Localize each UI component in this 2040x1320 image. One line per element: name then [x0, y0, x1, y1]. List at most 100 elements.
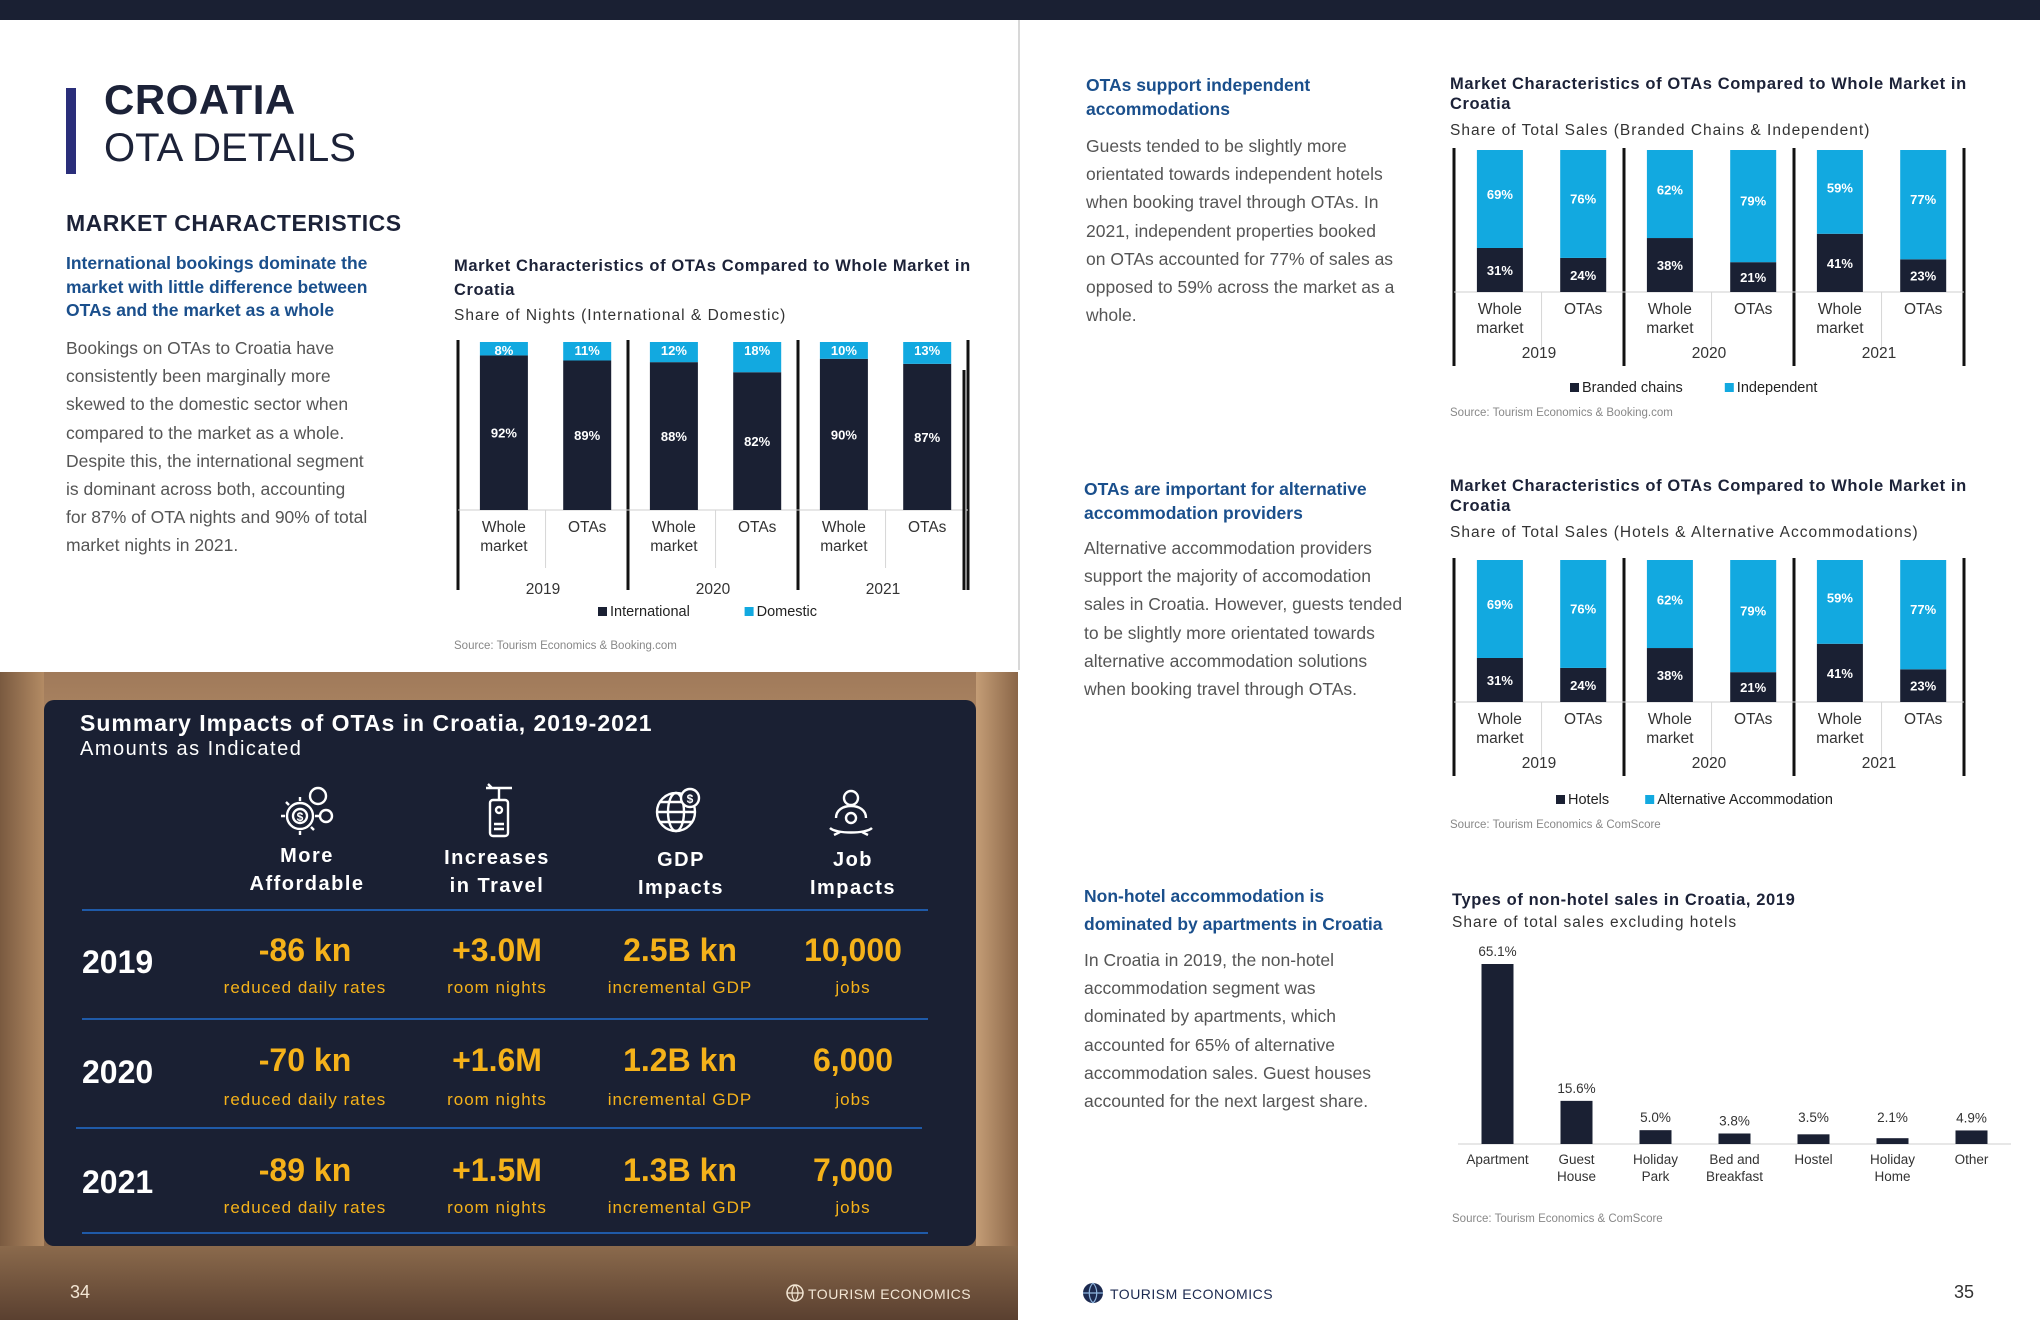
bar-segment — [563, 360, 612, 510]
group-label: 2019 — [1522, 755, 1556, 772]
category-label: Whole — [652, 519, 696, 536]
summary-label: room nights — [447, 1090, 547, 1109]
chart2: 31% 69% Whole market 24% 76% OTAs 38% 62% Whole ma… — [1444, 144, 1984, 409]
bar-segment — [1560, 150, 1607, 258]
category-label: OTAs — [1564, 711, 1603, 728]
summary-label: incremental GDP — [607, 1090, 753, 1109]
bar-segment — [1900, 669, 1947, 702]
data-label: 90% — [831, 427, 857, 442]
data-label: 82% — [744, 434, 770, 449]
svg-text:$: $ — [687, 792, 694, 806]
bar — [1955, 1130, 1988, 1144]
bar-segment — [1900, 560, 1947, 670]
bar-segment — [1900, 259, 1947, 292]
data-label: 69% — [1487, 187, 1513, 202]
chart3-source: Source: Tourism Economics & ComScore — [1450, 819, 1661, 831]
chart2-svg: 31% 69% Whole market 24% 76% OTAs 38% 62% Whole ma… — [1452, 148, 1966, 396]
section-heading: MARKET CHARACTERISTICS — [66, 210, 402, 236]
bar-segment — [563, 342, 612, 361]
section3-lead: Non-hotel accommodation is dominated by a… — [1084, 886, 1383, 934]
bar-segment — [1646, 560, 1693, 649]
data-label: 77% — [1910, 602, 1936, 617]
globe-dollar-icon: $ — [654, 786, 702, 834]
logo-globe-icon — [1082, 1282, 1104, 1304]
travel-tag-icon — [478, 782, 520, 840]
section1-body: Guests tended to be slightly more orienta… — [1086, 136, 1395, 326]
bar — [1560, 1100, 1593, 1144]
data-label: 88% — [661, 429, 687, 444]
summary-rule — [82, 1232, 928, 1234]
category-label: OTAs — [1734, 711, 1773, 728]
summary-value: -86 kn — [258, 932, 352, 968]
summary-rule — [82, 909, 928, 911]
category-label: market — [1816, 730, 1864, 747]
data-label: 23% — [1910, 269, 1936, 284]
summary-label: reduced daily rates — [223, 978, 387, 997]
data-label: 77% — [1910, 192, 1936, 207]
summary-label: room nights — [447, 978, 547, 997]
legend-swatch — [1570, 383, 1579, 392]
legend-swatch — [1556, 795, 1565, 804]
page-divider — [1018, 20, 1020, 670]
summary-col-affordable: More Affordable — [249, 845, 365, 895]
category-label: OTAs — [1734, 301, 1773, 318]
photo-wall-right — [976, 672, 1018, 1320]
bar-segment — [1816, 150, 1863, 234]
section1-lead: OTAs support independent accommodations — [1086, 75, 1311, 119]
logo-globe-icon — [786, 1284, 804, 1302]
category-label: Home — [1874, 1169, 1910, 1184]
category-label: market — [820, 538, 868, 555]
data-label: 18% — [744, 343, 770, 358]
chart3-svg: 31% 69% Whole market 24% 76% OTAs 38% 62% Whole ma… — [1452, 558, 1966, 808]
bar — [1797, 1134, 1830, 1144]
category-label: Whole — [1648, 301, 1692, 318]
summary-label: jobs — [835, 1090, 871, 1109]
bar-segment — [1476, 150, 1523, 248]
page-title: CROATIA — [104, 76, 296, 123]
bar-segment — [649, 342, 698, 363]
lead-text: International bookings dominate the marke… — [66, 253, 368, 320]
bar-segment — [479, 342, 528, 356]
summary-rule — [76, 1127, 922, 1129]
data-label: 21% — [1740, 270, 1766, 285]
category-label: Whole — [482, 519, 526, 536]
data-label: 92% — [491, 426, 517, 441]
data-label: 24% — [1570, 268, 1596, 283]
chart2-source: Source: Tourism Economics & Booking.com — [1450, 407, 1673, 419]
data-label: 5.0% — [1640, 1110, 1671, 1125]
chart1-source: Source: Tourism Economics & Booking.com — [454, 640, 677, 652]
chart4-svg: 65.1% Apartment 15.6% Guest House 5.0% Holiday… — [1458, 944, 2011, 1184]
bar-segment — [1816, 643, 1863, 702]
data-label: 23% — [1910, 679, 1936, 694]
gears-dollar-icon: $ — [274, 782, 340, 836]
category-label: OTAs — [1904, 711, 1943, 728]
data-label: 59% — [1827, 591, 1853, 606]
data-label: 76% — [1570, 602, 1596, 617]
category-label: Whole — [1478, 301, 1522, 318]
category-label: Holiday — [1870, 1152, 1915, 1167]
bar — [1639, 1130, 1672, 1144]
data-label: 89% — [574, 428, 600, 443]
body-text: Bookings on OTAs to Croatia have consiste… — [66, 338, 368, 556]
data-label: 87% — [914, 430, 940, 445]
summary-label: jobs — [835, 978, 871, 997]
bar-segment — [1560, 257, 1607, 292]
group-label: 2021 — [866, 581, 900, 598]
category-label: Holiday — [1633, 1152, 1678, 1167]
summary-col-gdp: GDP Impacts — [637, 849, 725, 899]
legend-label: Alternative Accommodation — [1657, 792, 1833, 808]
category-label: OTAs — [1904, 301, 1943, 318]
bar-segment — [1646, 648, 1693, 702]
bar-segment — [479, 355, 528, 510]
summary-col-travel: Increases in Travel — [444, 847, 550, 897]
category-label: House — [1557, 1169, 1596, 1184]
summary-col-jobs: Job Impacts — [809, 849, 897, 899]
brand-name-right: TOURISM ECONOMICS — [1110, 1286, 1274, 1302]
summary-label: room nights — [447, 1198, 547, 1217]
bar-segment — [819, 358, 868, 510]
section3-body: In Croatia in 2019, the non-hotel accommo… — [1084, 950, 1371, 1112]
legend-label: International — [610, 604, 690, 620]
data-label: 79% — [1740, 193, 1766, 208]
summary-value: 10,000 — [804, 932, 902, 968]
category-label: Whole — [822, 519, 866, 536]
